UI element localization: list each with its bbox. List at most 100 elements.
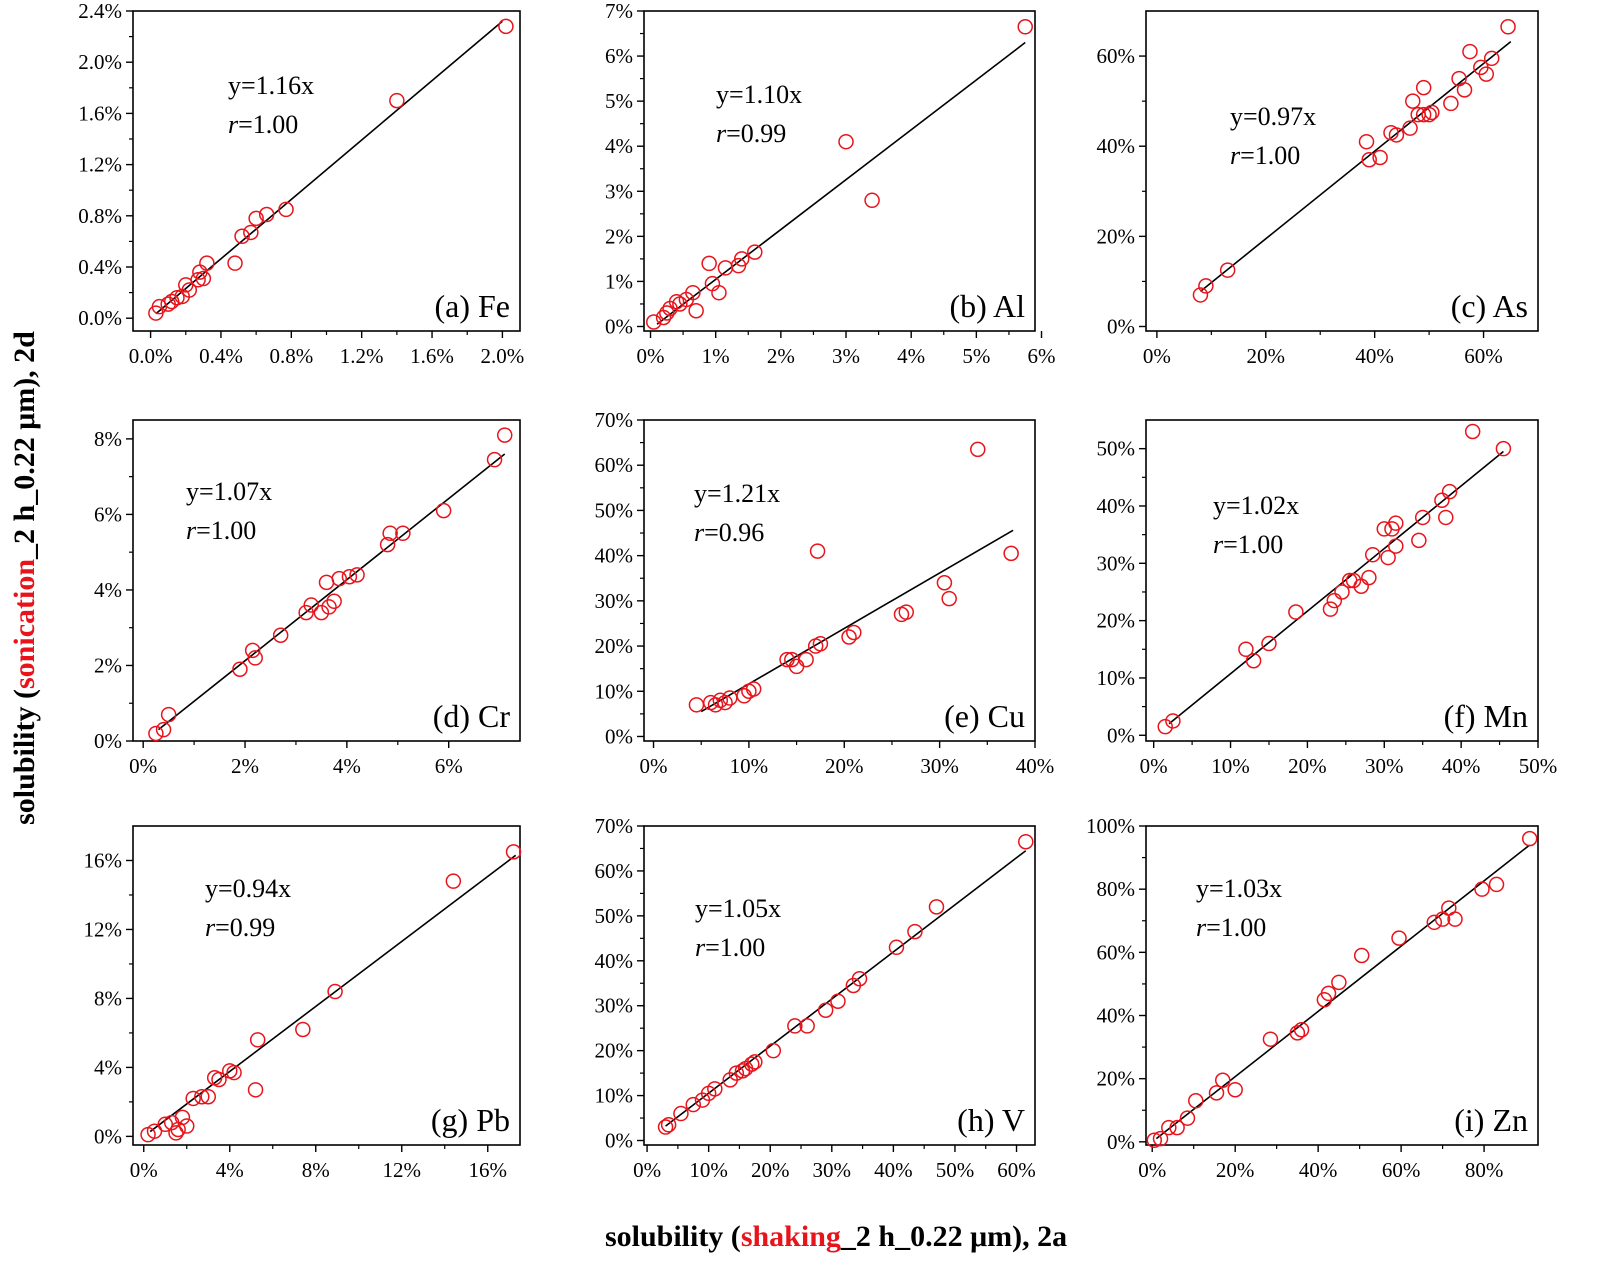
data-point: [1434, 492, 1450, 508]
data-point: [313, 604, 330, 621]
y-tick-label: 2%: [94, 653, 122, 677]
panel-3: 0% 20% 40% 60% 0% 20% 40% 60% y=0.97x r=1.00 (c) A…: [1097, 10, 1539, 368]
data-point: [744, 1056, 760, 1072]
data-point: [685, 284, 701, 301]
x-tick-label: 0%: [633, 1158, 661, 1182]
x-tick-label: 40%: [1016, 754, 1055, 778]
data-point: [830, 993, 846, 1009]
data-point: [1388, 538, 1404, 554]
y-tick-label: 10%: [595, 679, 634, 703]
data-point: [809, 543, 826, 559]
data-point: [646, 314, 662, 330]
data-point: [1483, 50, 1500, 67]
data-point: [155, 721, 172, 738]
y-tick-label: 1.2%: [78, 153, 122, 177]
data-point: [1372, 149, 1388, 166]
data-point: [244, 642, 261, 659]
data-point: [1320, 985, 1337, 1002]
data-point: [190, 272, 206, 288]
data-point: [327, 983, 343, 1000]
panel-5: 0% 10% 20% 30% 40% 0% 10% 20% 30% 40% 50% 60% 70% y=1…: [595, 408, 1055, 778]
data-point: [907, 923, 923, 940]
data-point: [841, 629, 857, 645]
data-point: [1017, 19, 1033, 35]
data-point: [1441, 483, 1458, 500]
plot-frame: [132, 419, 521, 742]
y-tick-label: 4%: [94, 578, 122, 602]
y-tick-label: 0%: [94, 1124, 122, 1148]
y-tick-label: 60%: [595, 453, 634, 477]
data-point: [295, 1021, 311, 1038]
y-tick-label: 12%: [84, 917, 123, 941]
data-point: [247, 1082, 264, 1098]
x-tick-label: 0.4%: [199, 344, 243, 368]
x-tick-label: 50%: [936, 1158, 975, 1182]
x-tick-label: 40%: [1355, 344, 1394, 368]
y-tick-label: 40%: [1097, 494, 1136, 518]
data-point: [326, 593, 342, 610]
data-point: [970, 441, 986, 458]
x-tick-label: 20%: [1288, 754, 1327, 778]
data-point: [1443, 95, 1459, 112]
x-tick-label: 10%: [730, 754, 769, 778]
data-point: [1361, 569, 1377, 586]
data-point: [1192, 287, 1209, 303]
y-tick-label: 6%: [94, 502, 122, 526]
y-tick-label: 50%: [1097, 437, 1136, 461]
data-point: [1161, 1119, 1177, 1136]
data-point: [341, 568, 358, 585]
data-point: [1334, 584, 1350, 600]
data-point: [1214, 1072, 1231, 1089]
data-point: [1238, 641, 1254, 658]
x-tick-label: 3%: [832, 344, 860, 368]
y-tick-label: 100%: [1086, 814, 1135, 838]
correlation-label: r=1.00: [1230, 141, 1300, 170]
x-tick-label: 0%: [1143, 344, 1171, 368]
data-point: [435, 502, 452, 519]
x-tick-label: 40%: [874, 1158, 913, 1182]
data-point: [227, 255, 243, 271]
y-tick-label: 80%: [1097, 877, 1136, 901]
data-point: [1208, 1085, 1225, 1101]
y-tick-label: 60%: [595, 859, 634, 883]
regression-equation: y=1.02x: [1213, 491, 1299, 520]
data-point: [258, 206, 275, 223]
y-tick-label: 50%: [595, 904, 634, 928]
y-tick-label: 10%: [1097, 666, 1136, 690]
data-point: [247, 650, 263, 666]
data-point: [160, 706, 177, 723]
data-point: [243, 224, 259, 241]
data-point: [1146, 1132, 1163, 1149]
correlation-label: r=0.99: [716, 119, 786, 148]
x-tick-label: 0%: [637, 344, 665, 368]
correlation-label: r=1.00: [695, 933, 765, 962]
y-tick-label: 30%: [595, 589, 634, 613]
fit-line: [1199, 41, 1512, 292]
panel-7: 0% 4% 8% 12% 16% 0% 4% 8% 12% 16% y=0.94x r=0.99 (g)…: [84, 825, 522, 1182]
data-point: [248, 210, 264, 227]
data-point: [195, 270, 212, 287]
fit-line: [665, 850, 1027, 1127]
data-point: [936, 575, 953, 591]
data-point: [1353, 947, 1370, 964]
data-point: [851, 971, 868, 987]
data-point: [864, 192, 880, 209]
y-tick-label: 0%: [605, 724, 633, 748]
y-tick-label: 30%: [595, 994, 634, 1018]
data-point: [1438, 509, 1454, 526]
data-point: [1388, 127, 1405, 143]
panel-label: (f) Mn: [1444, 698, 1528, 734]
data-point: [1361, 151, 1377, 168]
data-point: [382, 525, 398, 542]
plot-frame: [1145, 419, 1539, 742]
data-point: [331, 570, 347, 587]
correlation-label: r=1.00: [228, 110, 298, 139]
data-point: [146, 1123, 163, 1139]
data-point: [1245, 653, 1262, 669]
data-point: [707, 1081, 723, 1097]
data-point: [888, 939, 905, 956]
data-point: [194, 1088, 210, 1105]
correlation-label: r=0.96: [694, 518, 764, 547]
fit-line: [149, 854, 517, 1133]
